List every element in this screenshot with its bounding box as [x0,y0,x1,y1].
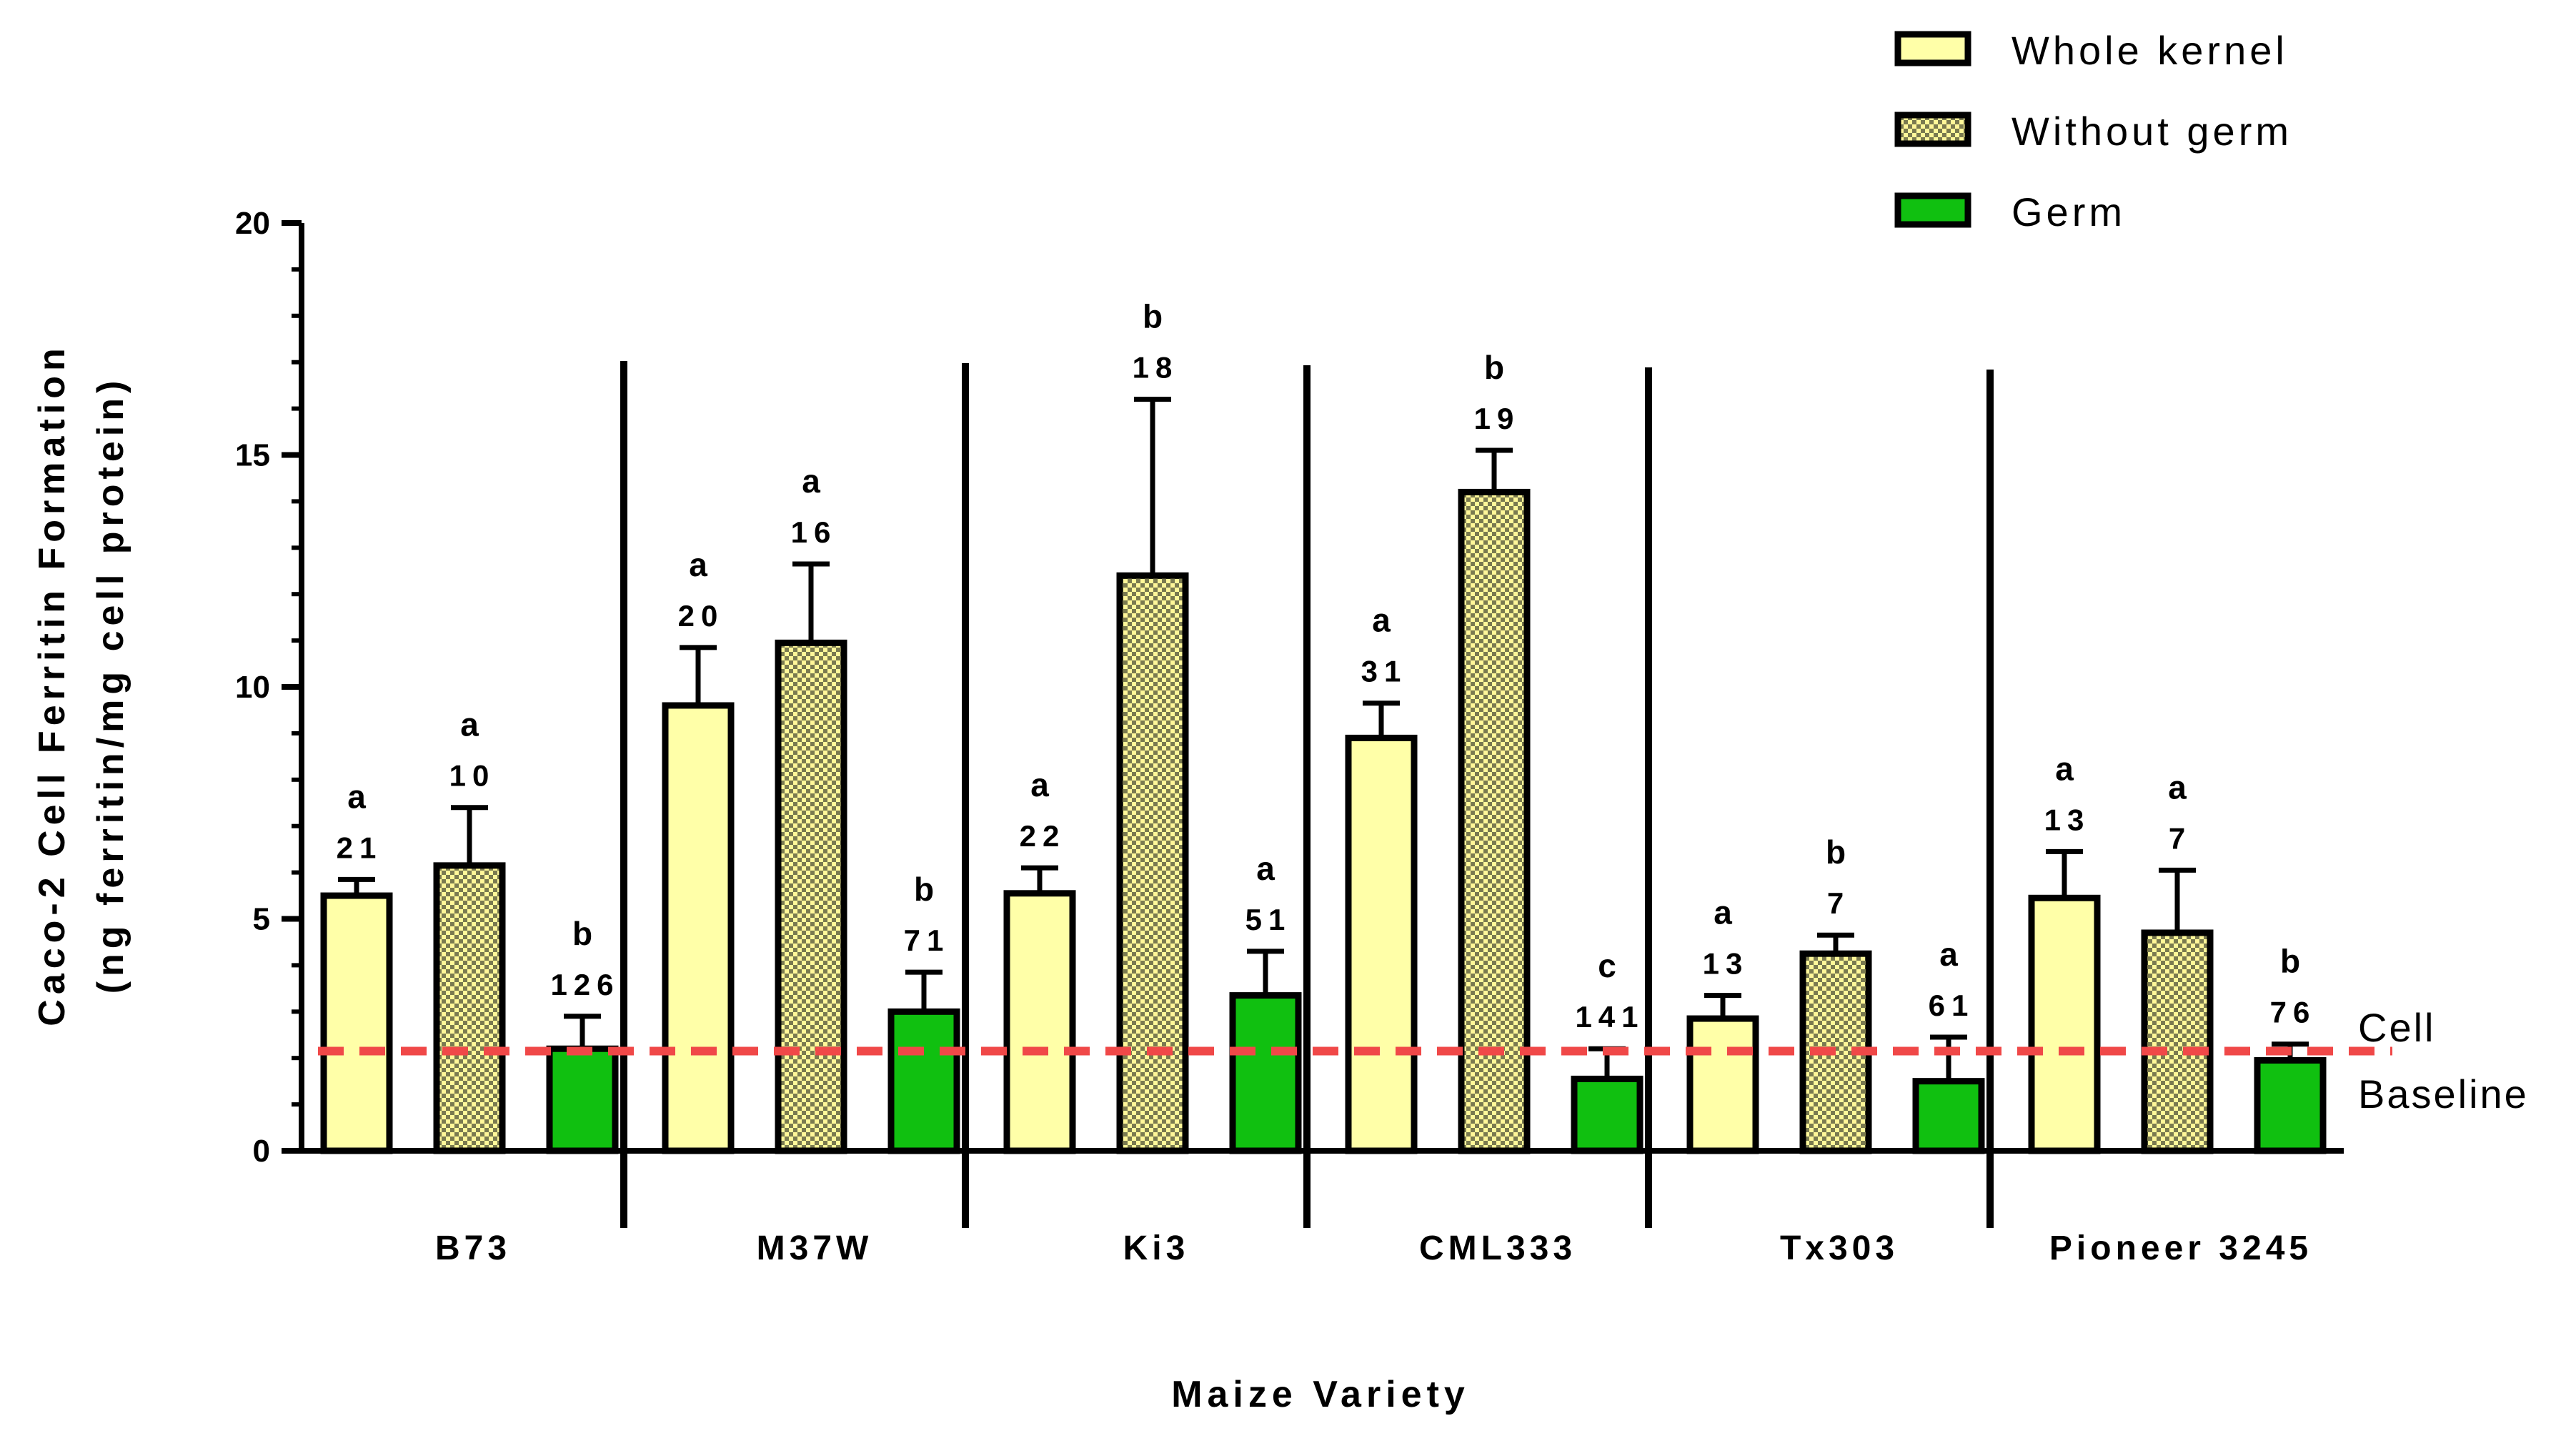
significance-letter: a [1030,766,1049,803]
y-axis-title: Caco-2 Cell Ferritin Formation (ng ferri… [31,343,131,1026]
significance-letter: a [1939,936,1958,973]
significance-letter: b [2280,943,2300,980]
significance-letter: a [689,546,707,583]
significance-letter: b [1143,298,1163,335]
bar [662,702,735,1154]
sample-size-label: 126 [550,968,620,1001]
sample-size-label: 20 [678,599,725,633]
significance-letter: a [1256,850,1275,887]
sample-size-label: 141 [1575,1000,1644,1034]
y-axis-title-line1: Caco-2 Cell Ferritin Formation [31,343,73,1026]
significance-letter: b [1826,833,1846,871]
sample-size-label: 7 [1827,886,1850,920]
significance-letter: a [802,462,820,500]
bar [1458,488,1531,1154]
y-tick-label: 5 [253,902,270,937]
category-label: M37W [757,1229,873,1267]
sample-size-label: 61 [1929,989,1975,1022]
plot-area: 0 5 10 15 20 21 a 10 a 126 b B73 20 a 16 a 71 b M37W 22 a 18 b… [235,206,2529,1267]
bar [320,892,393,1154]
sample-size-label: 7 [2169,821,2192,855]
baseline-label-line1: Cell [2358,1005,2435,1050]
bar [2028,894,2101,1154]
sample-size-label: 31 [1361,655,1408,688]
legend-label: Whole kernel [2011,28,2288,73]
y-tick-label: 10 [235,670,270,705]
significance-letter: a [1372,602,1391,639]
bar [775,639,847,1154]
sample-size-label: 76 [2270,996,2317,1029]
sample-size-label: 19 [1474,402,1521,435]
legend-swatch [1894,192,1971,228]
bar [1345,734,1418,1154]
x-axis-title: Maize Variety [1171,1374,1470,1415]
significance-letter: b [914,871,934,908]
bar [2254,1056,2327,1154]
significance-letter: b [572,915,592,952]
category-label: Pioneer 3245 [2049,1229,2312,1267]
category-label: Ki3 [1123,1229,1190,1267]
bar [1003,890,1076,1154]
sample-size-label: 21 [337,831,383,864]
legend: Whole kernel Without germ Germ [1894,28,2292,234]
bar [1229,992,1302,1154]
sample-size-label: 13 [1703,947,1749,981]
significance-letter: a [1714,894,1732,931]
category-label: CML333 [1419,1229,1576,1267]
category-label: Tx303 [1780,1229,1899,1267]
legend-label: Without germ [2011,109,2292,154]
bar [433,862,506,1154]
bar [1116,572,1189,1154]
y-tick-label: 20 [235,206,270,241]
sample-size-label: 18 [1133,351,1179,385]
significance-letter: a [460,706,479,743]
baseline-label-line2: Baseline [2358,1071,2529,1116]
significance-letter: a [2055,750,2074,787]
legend-swatch [1894,112,1971,147]
bar [2141,929,2214,1154]
significance-letter: a [2168,768,2187,806]
sample-size-label: 22 [1020,819,1066,853]
significance-letter: c [1598,947,1616,984]
sample-size-label: 13 [2044,803,2091,836]
sample-size-label: 51 [1245,903,1292,936]
category-label: B73 [435,1229,511,1267]
sample-size-label: 71 [904,924,950,957]
y-axis-title-line2: (ng ferritin/mg cell protein) [90,376,131,994]
bar [1686,1015,1759,1154]
y-tick-label: 15 [235,438,270,473]
sample-size-label: 10 [449,759,496,793]
bar [1912,1078,1985,1154]
bar [887,1008,960,1154]
sample-size-label: 16 [791,515,837,549]
bar [546,1045,619,1154]
legend-swatch [1894,31,1971,66]
y-tick-label: 0 [253,1134,270,1169]
bar [1571,1075,1643,1154]
legend-label: Germ [2011,189,2126,234]
significance-letter: a [347,778,366,815]
significance-letter: b [1484,349,1504,386]
